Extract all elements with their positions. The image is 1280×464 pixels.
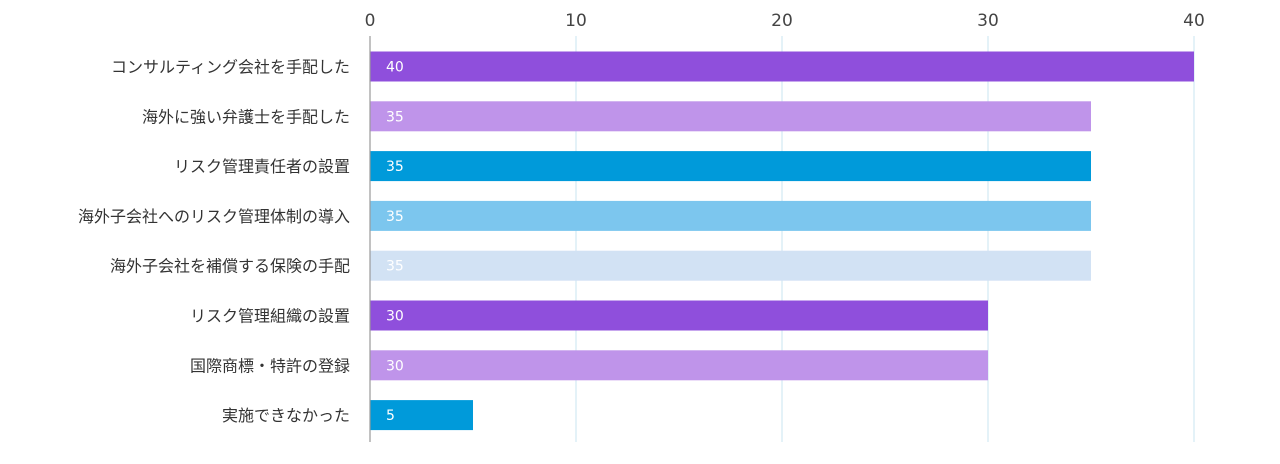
bar (370, 101, 1091, 132)
bar (370, 51, 1194, 82)
category-label: 海外子会社を補償する保険の手配 (110, 257, 350, 276)
bar (370, 200, 1091, 231)
x-tick-label: 40 (1183, 11, 1205, 31)
category-label: リスク管理組織の設置 (190, 307, 350, 326)
bar-value-label: 35 (386, 259, 404, 275)
category-label: 海外子会社へのリスク管理体制の導入 (78, 207, 350, 226)
gridlines (575, 36, 1195, 442)
x-tick-label: 0 (365, 11, 376, 31)
category-label: 実施できなかった (222, 406, 350, 425)
bar-value-label: 35 (386, 109, 404, 125)
bar (370, 300, 988, 331)
bar (370, 400, 473, 431)
category-labels: コンサルティング会社を手配した海外に強い弁護士を手配したリスク管理責任者の設置海… (78, 58, 350, 426)
bar-value-label: 30 (386, 358, 404, 374)
bars: 40 35 35 35 35 30 30 5 (370, 51, 1194, 431)
x-axis-ticks: 0 10 20 30 40 (365, 11, 1205, 31)
x-tick-label: 20 (771, 11, 793, 31)
bar-value-label: 35 (386, 159, 404, 175)
category-label: コンサルティング会社を手配した (111, 58, 350, 77)
bar-value-label: 40 (386, 60, 404, 76)
bar-value-label: 5 (386, 408, 395, 424)
bar-value-label: 30 (386, 309, 404, 325)
bar (370, 350, 988, 381)
bar (370, 151, 1091, 182)
x-tick-label: 10 (565, 11, 587, 31)
x-tick-label: 30 (977, 11, 999, 31)
category-label: リスク管理責任者の設置 (174, 157, 350, 176)
bar (370, 250, 1091, 281)
category-label: 海外に強い弁護士を手配した (142, 107, 350, 126)
bar-value-label: 35 (386, 209, 404, 225)
category-label: 国際商標・特許の登録 (190, 356, 350, 375)
